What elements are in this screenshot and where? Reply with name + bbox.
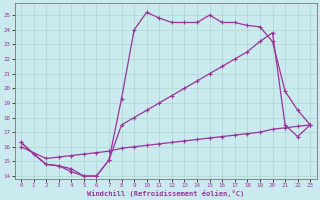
X-axis label: Windchill (Refroidissement éolien,°C): Windchill (Refroidissement éolien,°C) [87,190,244,197]
